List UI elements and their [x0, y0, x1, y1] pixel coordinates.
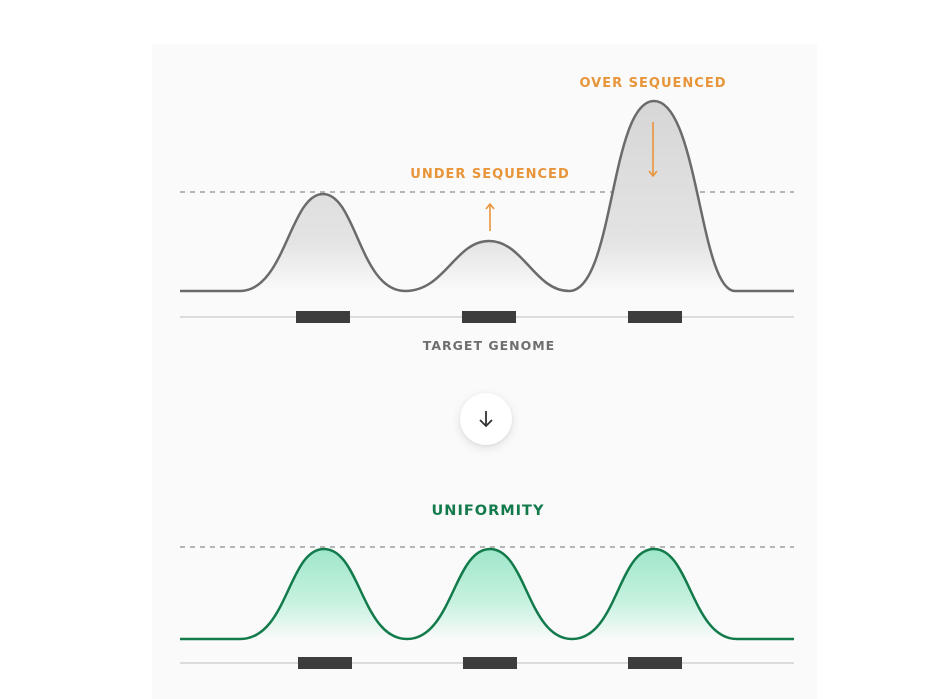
target-region-2	[462, 311, 516, 323]
arrow-down-icon	[648, 122, 658, 178]
uneven-coverage-curve	[180, 99, 794, 293]
arrow-down-icon	[479, 411, 493, 428]
target-region-4	[298, 657, 352, 669]
target-region-3	[628, 311, 682, 323]
target-region-6	[628, 657, 682, 669]
over-sequenced-label: OVER SEQUENCED	[579, 76, 726, 91]
uniformity-label: UNIFORMITY	[432, 503, 545, 519]
uniform-coverage-curve	[180, 547, 794, 641]
transition-arrow-button[interactable]	[460, 393, 512, 445]
under-sequenced-label: UNDER SEQUENCED	[410, 167, 569, 182]
target-region-5	[463, 657, 517, 669]
target-genome-label: TARGET GENOME	[423, 338, 555, 353]
uniform-coverage-fill	[180, 549, 794, 639]
arrow-up-icon	[485, 202, 495, 231]
uneven-coverage-fill	[180, 101, 794, 291]
target-region-1	[296, 311, 350, 323]
